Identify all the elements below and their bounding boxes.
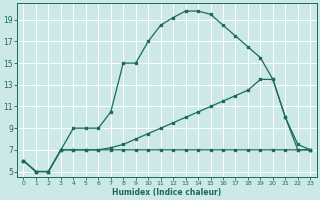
X-axis label: Humidex (Indice chaleur): Humidex (Indice chaleur)	[112, 188, 221, 197]
